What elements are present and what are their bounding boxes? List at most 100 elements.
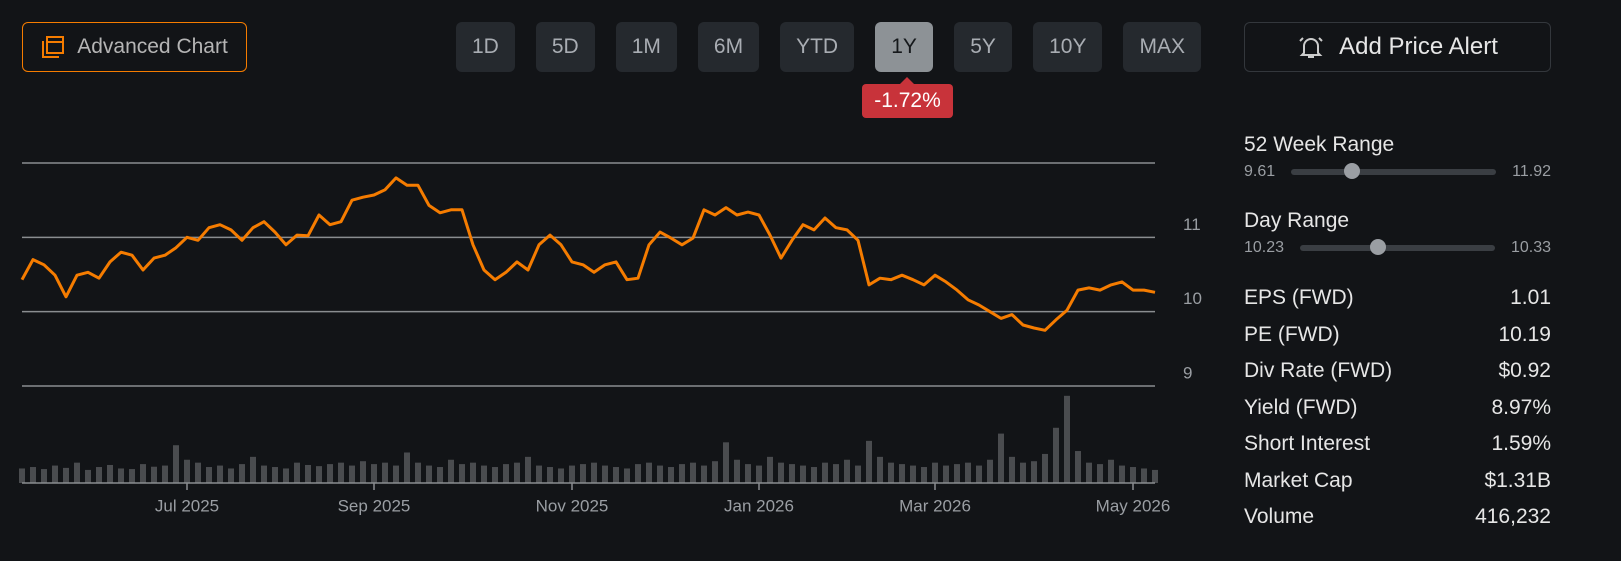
volume-bar (888, 462, 894, 483)
volume-bar (426, 465, 432, 483)
volume-bar (129, 469, 135, 483)
volume-bar (547, 467, 553, 483)
volume-bar (30, 467, 36, 483)
range-track (1291, 163, 1497, 179)
volume-bar (899, 464, 905, 483)
x-tick-label: Jul 2025 (155, 496, 219, 515)
period-button[interactable]: YTD (780, 22, 855, 72)
stat-label: Yield (FWD) (1244, 395, 1358, 419)
period-button[interactable]: 10Y (1033, 22, 1103, 72)
range-low: 10.23 (1244, 239, 1285, 256)
period-button[interactable]: 1M (615, 22, 677, 72)
volume-bar (734, 459, 740, 483)
stat-value: 8.97% (1491, 395, 1551, 419)
volume-bar (602, 465, 608, 483)
volume-bar (294, 462, 300, 483)
volume-bar (525, 456, 531, 483)
volume-bar (283, 468, 289, 483)
volume-bar (382, 462, 388, 483)
stat-row: Market Cap $1.31B (1244, 469, 1551, 493)
volume-bar (338, 462, 344, 483)
volume-bar (866, 440, 872, 483)
period-button[interactable]: 1D (456, 22, 515, 72)
stat-row: PE (FWD) 10.19 (1244, 323, 1551, 347)
volume-bar (1152, 469, 1158, 483)
volume-bar (723, 442, 729, 483)
range-high: 10.33 (1510, 239, 1551, 256)
volume-bar (63, 467, 69, 483)
volume-bar (536, 465, 542, 483)
advanced-chart-label: Advanced Chart (77, 35, 228, 58)
volume-bar (822, 462, 828, 483)
volume-bar (371, 464, 377, 483)
volume-bar (206, 467, 212, 483)
chart-icon (42, 36, 65, 58)
volume-bar (470, 462, 476, 483)
volume-bar (965, 462, 971, 483)
volume-bar (569, 465, 575, 483)
volume-bar (800, 465, 806, 483)
stat-label: PE (FWD) (1244, 322, 1340, 346)
volume-bar (261, 465, 267, 483)
y-tick-label: 11 (1183, 215, 1201, 234)
volume-bar (327, 464, 333, 483)
x-tick-label: May 2026 (1096, 496, 1171, 515)
volume-bar (217, 465, 223, 483)
volume-bar (657, 465, 663, 483)
volume-bar (1042, 453, 1048, 483)
volume-bar (305, 464, 311, 483)
volume-bar (459, 464, 465, 483)
range-label: Day Range (1244, 209, 1350, 232)
volume-bar (756, 465, 762, 483)
volume-bar (162, 465, 168, 483)
stat-value: 10.19 (1498, 322, 1551, 346)
add-price-alert-button[interactable]: Add Price Alert (1244, 22, 1551, 72)
stat-row: EPS (FWD) 1.01 (1244, 286, 1551, 310)
volume-bar (1075, 451, 1081, 483)
advanced-chart-button[interactable]: Advanced Chart (22, 22, 247, 72)
volume-bar (437, 467, 443, 483)
stat-value: $0.92 (1498, 359, 1551, 382)
period-button[interactable]: 1Y (875, 22, 934, 72)
volume-bar (19, 468, 25, 483)
stat-value: $1.31B (1484, 468, 1551, 492)
volume-bar (349, 465, 355, 483)
volume-bar (844, 459, 850, 483)
volume-bar (140, 464, 146, 483)
volume-bar (1064, 395, 1070, 483)
volume-bar (393, 465, 399, 483)
x-tick-label: Jan 2026 (724, 496, 794, 515)
volume-bar (1130, 467, 1136, 483)
volume-bar (855, 465, 861, 483)
period-button[interactable]: 5Y (954, 22, 1013, 72)
volume-bar (789, 464, 795, 483)
volume-bar (151, 466, 157, 483)
volume-bar (954, 464, 960, 483)
range-track (1300, 239, 1495, 255)
volume-bar (943, 465, 949, 483)
period-change: -1.72% (862, 77, 953, 118)
stat-label: Volume (1244, 505, 1315, 528)
volume-bar (712, 461, 718, 483)
volume-bar (250, 456, 256, 483)
range-high: 11.92 (1512, 163, 1551, 180)
volume-bar (646, 462, 652, 483)
stat-label: EPS (FWD) (1244, 286, 1354, 309)
volume-bar (998, 433, 1004, 483)
volume-bar (877, 456, 883, 483)
volume-bar (690, 462, 696, 483)
volume-bar (1097, 464, 1103, 483)
period-button[interactable]: 6M (697, 22, 760, 72)
volume-bar (195, 462, 201, 483)
period-button[interactable]: 5D (535, 22, 595, 72)
volume-bar (778, 462, 784, 483)
x-tick-label: Nov 2025 (536, 496, 609, 515)
volume-bar (492, 467, 498, 483)
period-button[interactable]: MAX (1123, 22, 1201, 72)
volume-bar (1119, 465, 1125, 483)
bell-icon (1299, 37, 1323, 58)
volume-bar (833, 464, 839, 483)
volume-bar (987, 459, 993, 483)
range-marker (1344, 163, 1361, 179)
y-tick-label: 10 (1183, 289, 1202, 308)
